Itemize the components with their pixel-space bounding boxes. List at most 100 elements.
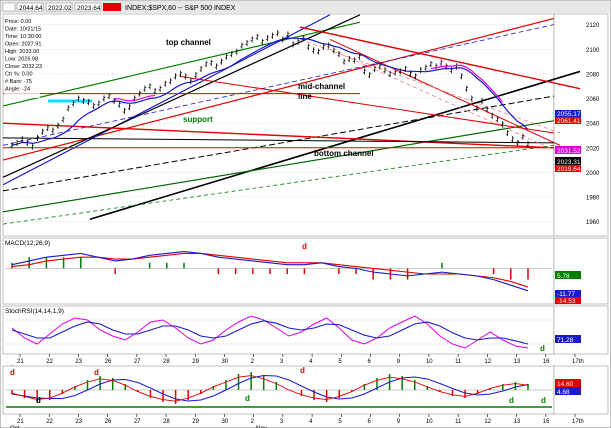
osc-d-1: d xyxy=(10,368,15,377)
price-tick-label: 2060 xyxy=(586,97,600,103)
x-tick-label: 30 xyxy=(221,419,228,425)
x-tick-label: 9 xyxy=(397,359,401,365)
x-tick-label: 29 xyxy=(192,359,199,365)
black-mid-channel xyxy=(89,70,581,220)
quote-3: 2023.64 xyxy=(77,5,101,12)
osc-marks: d d d d d d d xyxy=(10,366,546,405)
info-line: Low: 2026.98 xyxy=(5,57,38,63)
macd-badge-2: -11.77 xyxy=(557,291,575,298)
price-badges: 2061.41 2055.17 2031.52 2023.31 2019.64 xyxy=(555,110,581,173)
osc-plot xyxy=(6,372,552,408)
label-mid-channel-line: line xyxy=(298,92,312,101)
info-line: Close: 2032.23 xyxy=(5,64,42,70)
x-tick-label: 2 xyxy=(251,359,255,365)
red-diagonal-3 xyxy=(179,75,555,134)
x-tick-label: 16 xyxy=(543,359,550,365)
black-dashed-mid xyxy=(2,95,555,192)
price-tick-label: 2120 xyxy=(586,23,600,29)
x-tick-label: 22 xyxy=(46,359,53,365)
x-tick-label: 16 xyxy=(543,419,550,425)
stoch-plot xyxy=(6,315,552,349)
x-tick-label: 12 xyxy=(484,419,491,425)
x-tick-label: 21 xyxy=(17,359,24,365)
stoch-d-mark: d xyxy=(540,344,545,353)
label-top-channel: top channel xyxy=(166,38,211,47)
stoch-k-line xyxy=(11,315,529,349)
stoch-badge-1: 71.28 xyxy=(557,337,574,344)
info-line: Date: 10/21/15 xyxy=(5,27,41,33)
x-tick-label: 27 xyxy=(134,419,141,425)
x-tick-label: 30 xyxy=(221,359,228,365)
price-tick-label: 2080 xyxy=(586,72,600,78)
macd-badge-3: -14.53 xyxy=(557,298,576,305)
osc-d-6: d xyxy=(509,396,514,405)
info-line: # Bars: -75 xyxy=(5,79,32,85)
black-top-channel xyxy=(2,14,361,178)
pink-dashed-2 xyxy=(329,48,561,154)
x-tick-label: 29 xyxy=(192,419,199,425)
x-tick-label: 13 xyxy=(514,419,521,425)
osc-badge-2: 4.68 xyxy=(557,389,570,396)
macd-label: MACD(12,26,9) xyxy=(5,240,50,247)
badge-black-1: 2023.31 xyxy=(557,159,581,166)
x-tick-label: 27 xyxy=(134,359,141,365)
x-axis-bottom: 2122232627282930234569101112131617thOctN… xyxy=(10,414,584,428)
x-tick-label: 17th xyxy=(572,359,584,365)
osc-d-3: d xyxy=(94,368,99,377)
macd-line xyxy=(11,251,529,292)
red-downtrend-1 xyxy=(299,26,581,90)
x-tick-label: 3 xyxy=(280,419,284,425)
macd-panel xyxy=(2,237,555,305)
price-tick-label: 2040 xyxy=(586,122,600,128)
info-line: Price: 0.00 xyxy=(5,19,31,25)
title-bar xyxy=(1,1,610,13)
green-lower-channel xyxy=(2,120,555,213)
title-quote: 2044.64 2022.02 2023.64 xyxy=(2,2,121,12)
quote-1: 2044.64 xyxy=(19,5,43,12)
x-tick-label: 17th xyxy=(572,419,584,425)
x-tick-label: 26 xyxy=(105,419,112,425)
x-tick-label: 4 xyxy=(309,419,313,425)
macd-badge-1: 5.78 xyxy=(557,273,570,280)
trend-lines xyxy=(2,14,581,225)
price-tick-label: 2100 xyxy=(586,48,600,54)
info-line: Angle: -24 xyxy=(5,87,30,93)
x-tick-label: 4 xyxy=(309,359,313,365)
x-tick-label: 2 xyxy=(251,419,255,425)
label-mid-channel: mid-channel xyxy=(298,82,345,91)
x-tick-label: 21 xyxy=(17,419,24,425)
osc-d-4: d xyxy=(245,394,250,403)
x-tick-label: 9 xyxy=(397,419,401,425)
x-tick-label: 23 xyxy=(75,419,82,425)
info-line: Open: 2027.91 xyxy=(5,42,41,48)
x-tick-label: 3 xyxy=(280,359,284,365)
info-line: High: 2033.00 xyxy=(5,49,39,55)
chart-title: INDEX:$SPX,60 -- S&P 500 INDEX xyxy=(125,5,236,12)
info-line: Ctr %: 0.00 xyxy=(5,72,33,78)
price-series xyxy=(10,30,530,150)
x-tick-label: 26 xyxy=(105,359,112,365)
x-tick-label: 11 xyxy=(455,419,462,425)
x-tick-label: 5 xyxy=(338,419,342,425)
badge-blue-1: 2055.17 xyxy=(557,111,581,118)
x-tick-label: 6 xyxy=(368,419,372,425)
x-tick-label: 13 xyxy=(514,359,521,365)
stoch-badges: 71.28 xyxy=(555,335,581,344)
x-tick-label: 10 xyxy=(426,359,433,365)
x-tick-label: 5 xyxy=(338,359,342,365)
blue-dashed-line xyxy=(2,24,555,146)
osc-badge-1: 14.60 xyxy=(557,381,574,388)
price-tick-label: 2020 xyxy=(586,146,600,152)
stoch-d-line xyxy=(11,320,529,345)
price-y-ticks: 1960 1980 2000 2020 2040 2060 2080 2100 2120 xyxy=(586,23,600,226)
badge-magenta-1: 2031.52 xyxy=(557,148,581,155)
macd-d-mark: d xyxy=(302,242,307,251)
blue-trend-line xyxy=(2,14,331,186)
price-tick-label: 2000 xyxy=(586,171,600,177)
osc-d-2: d xyxy=(36,396,41,405)
info-line: Time: 10:30:00 xyxy=(5,34,41,40)
macd-badges: 5.78 -11.77 -14.53 xyxy=(555,271,581,305)
badge-red-1: 2061.41 xyxy=(557,118,581,125)
magenta-ma-segment xyxy=(114,94,156,102)
